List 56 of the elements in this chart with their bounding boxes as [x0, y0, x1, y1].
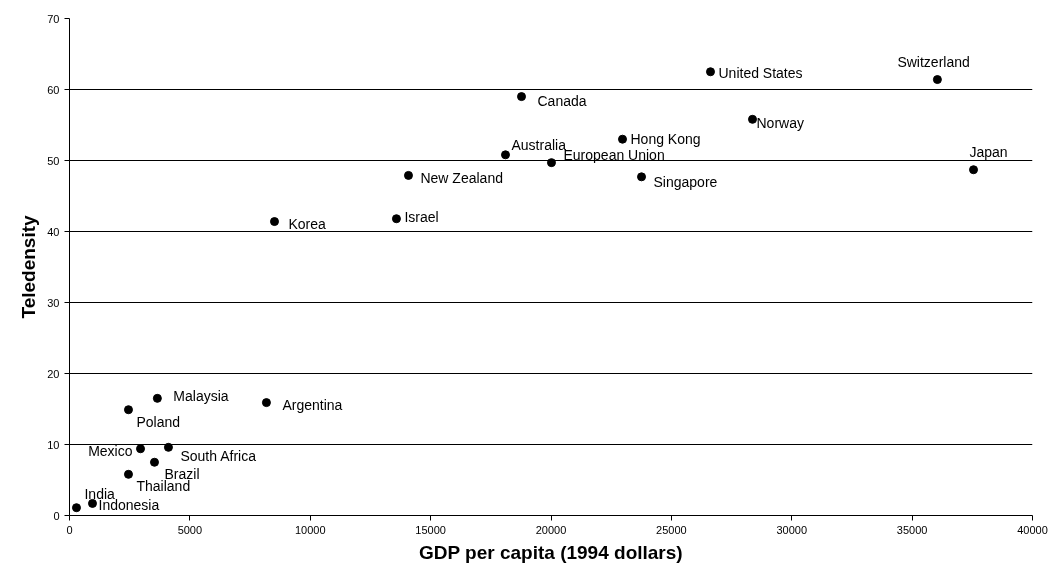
x-tick-label: 25000 — [656, 523, 687, 536]
x-tick-label: 20000 — [535, 523, 567, 536]
point — [706, 67, 715, 77]
annotation: Thailand — [136, 478, 191, 495]
point — [261, 398, 271, 408]
point — [270, 217, 279, 227]
annotation: Switzerland — [897, 53, 970, 70]
point — [71, 503, 81, 513]
point — [637, 172, 647, 182]
point — [517, 92, 527, 102]
y-tick-label: 0 — [53, 509, 60, 522]
y-axis-title: Teledensity — [18, 215, 40, 319]
annotation: Israel — [404, 208, 439, 225]
annotation: Canada — [537, 92, 587, 109]
x-tick-label: 35000 — [896, 523, 928, 536]
annotation: New Zealand — [420, 170, 503, 187]
x-axis-title: GDP per capita (1994 dollars) — [419, 541, 683, 563]
x-tick-label: 0 — [66, 523, 73, 536]
point — [87, 498, 97, 508]
point — [932, 75, 942, 85]
y-tick-label: 30 — [47, 296, 60, 309]
annotation: Norway — [756, 115, 804, 132]
annotation: South Africa — [180, 448, 257, 465]
point — [136, 444, 146, 454]
annotation: Malaysia — [173, 388, 229, 405]
point — [123, 469, 133, 479]
point — [969, 165, 979, 175]
y-tick-label: 20 — [47, 367, 60, 380]
annotation: Mexico — [88, 442, 133, 459]
annotation: Hong Kong — [630, 131, 701, 148]
y-tick-label: 70 — [47, 12, 60, 25]
x-tick-label: 40000 — [1017, 523, 1048, 536]
point — [403, 170, 413, 180]
x-tick-label: 30000 — [776, 523, 808, 536]
x-tick-label: 15000 — [415, 523, 446, 536]
point — [618, 134, 627, 144]
point — [149, 457, 159, 467]
point — [163, 442, 173, 452]
y-tick-label: 50 — [47, 154, 60, 167]
x-tick-label: 10000 — [294, 523, 326, 536]
annotation: Poland — [136, 413, 181, 430]
annotation: United States — [718, 64, 803, 81]
point — [123, 405, 133, 415]
point — [546, 158, 556, 168]
annotation: Argentina — [282, 396, 343, 413]
x-tick-label: 5000 — [177, 523, 203, 536]
y-tick-label: 60 — [47, 83, 60, 96]
y-tick-label: 10 — [47, 438, 60, 451]
point — [391, 214, 401, 224]
point — [748, 114, 758, 124]
annotation: Japan — [969, 143, 1008, 160]
annotation: Singapore — [653, 173, 718, 190]
point — [152, 393, 162, 403]
point — [501, 150, 510, 160]
y-tick-label: 40 — [47, 225, 60, 238]
annotation: Korea — [288, 215, 327, 232]
